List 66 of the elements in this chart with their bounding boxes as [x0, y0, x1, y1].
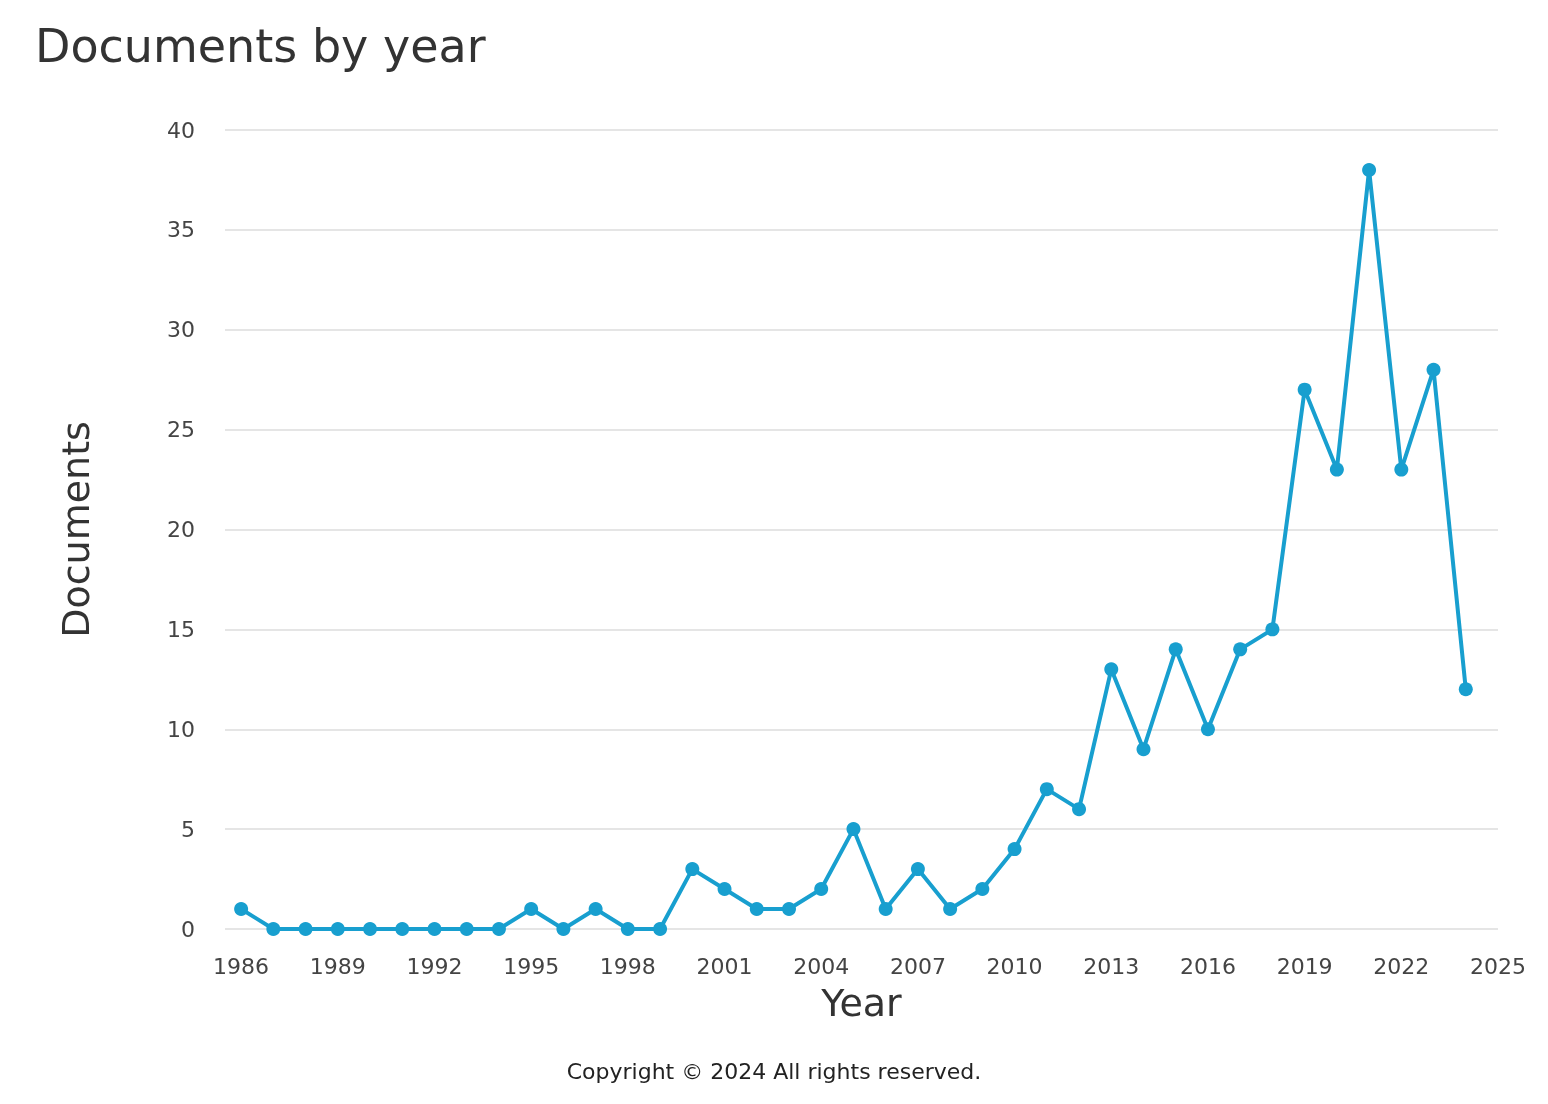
point: [975, 882, 990, 897]
x-tick-label: 1995: [503, 953, 560, 979]
point: [1265, 622, 1280, 637]
x-tick-label: 1992: [406, 953, 463, 979]
y-tick-label: 35: [167, 217, 195, 243]
point: [427, 922, 442, 936]
y-tick-label: 25: [167, 417, 195, 443]
point: [1007, 842, 1022, 857]
x-tick-label: 1998: [599, 953, 656, 979]
x-tick-label: 2004: [793, 953, 850, 979]
point: [1297, 382, 1312, 397]
point: [685, 862, 700, 877]
point: [878, 902, 893, 917]
x-tick-label: 2022: [1373, 953, 1430, 979]
y-axis-title: Documents: [54, 421, 98, 638]
y-tick-label: 5: [181, 816, 195, 842]
point: [717, 882, 732, 897]
point: [298, 922, 313, 936]
point: [1233, 642, 1248, 657]
x-tick-label: 2007: [889, 953, 946, 979]
point: [395, 922, 410, 936]
x-tick-label: 1989: [309, 953, 366, 979]
point: [330, 922, 345, 936]
y-tick-label: 40: [167, 117, 195, 143]
y-tick-label: 15: [167, 616, 195, 642]
point: [1458, 682, 1473, 697]
point: [1039, 782, 1054, 797]
x-tick-label: 2010: [986, 953, 1043, 979]
point: [234, 902, 249, 917]
x-axis-title: Year: [820, 981, 903, 1025]
point: [1168, 642, 1183, 657]
point: [653, 922, 668, 936]
point: [1200, 722, 1215, 737]
point: [749, 902, 764, 917]
y-tick-label: 30: [167, 317, 195, 343]
point: [1362, 162, 1377, 177]
point: [363, 922, 378, 936]
point: [1136, 742, 1151, 757]
x-tick-label: 2025: [1470, 953, 1526, 979]
point: [910, 862, 925, 877]
point: [459, 922, 474, 936]
point: [1072, 802, 1087, 817]
chart-title: Documents by year: [35, 19, 486, 73]
x-tick-label: 2019: [1276, 953, 1333, 979]
point: [782, 902, 796, 917]
y-tick-label: 0: [181, 916, 195, 942]
point: [266, 922, 281, 936]
x-tick-label: 2001: [696, 953, 753, 979]
point: [524, 902, 539, 917]
point: [1426, 362, 1441, 377]
point: [556, 922, 571, 936]
point: [620, 922, 635, 936]
point: [846, 822, 861, 837]
y-tick-label: 20: [167, 517, 195, 542]
point: [814, 882, 829, 897]
x-tick-label: 2013: [1083, 953, 1140, 979]
y-tick-label: 10: [167, 716, 195, 742]
text: Copyright © 2024 All rights reserved.: [566, 1058, 982, 1084]
point: [1329, 462, 1344, 477]
point: [1104, 662, 1119, 677]
x-tick-label: 2016: [1179, 953, 1236, 979]
x-tick-label: 1986: [213, 953, 270, 979]
point: [1394, 462, 1409, 477]
point: [491, 922, 506, 936]
point: [588, 902, 603, 917]
point: [943, 902, 958, 917]
